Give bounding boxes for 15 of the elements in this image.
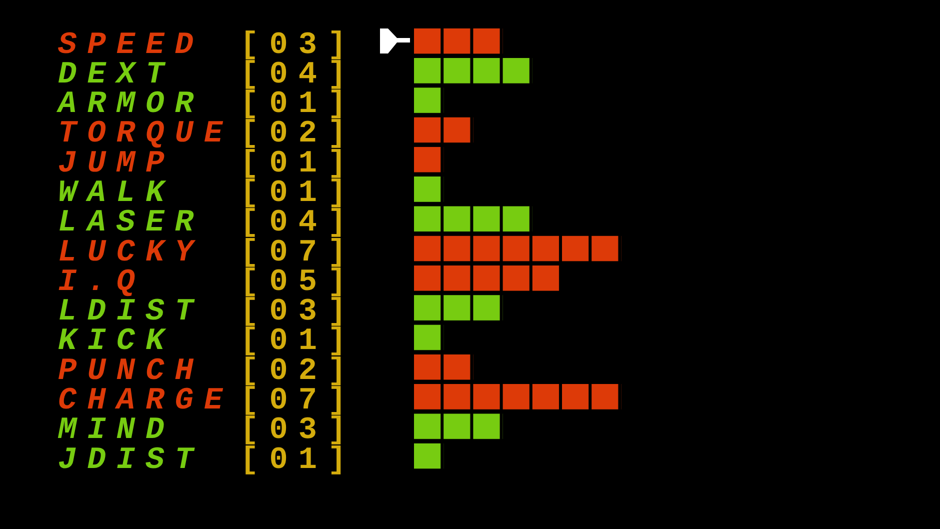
- bar: [414, 295, 503, 321]
- bar: [414, 324, 444, 350]
- bar: [414, 146, 444, 172]
- bar: [414, 28, 503, 54]
- bar: [414, 414, 503, 440]
- bar: [414, 88, 444, 114]
- bar: [414, 443, 444, 469]
- bar: [414, 384, 622, 410]
- bar: [414, 58, 532, 84]
- bar: [414, 206, 532, 232]
- y-tick-label: TORQUE: [58, 116, 234, 152]
- bar: [414, 117, 474, 143]
- bar: [414, 354, 474, 380]
- bar: [414, 176, 444, 202]
- bar: [414, 236, 622, 262]
